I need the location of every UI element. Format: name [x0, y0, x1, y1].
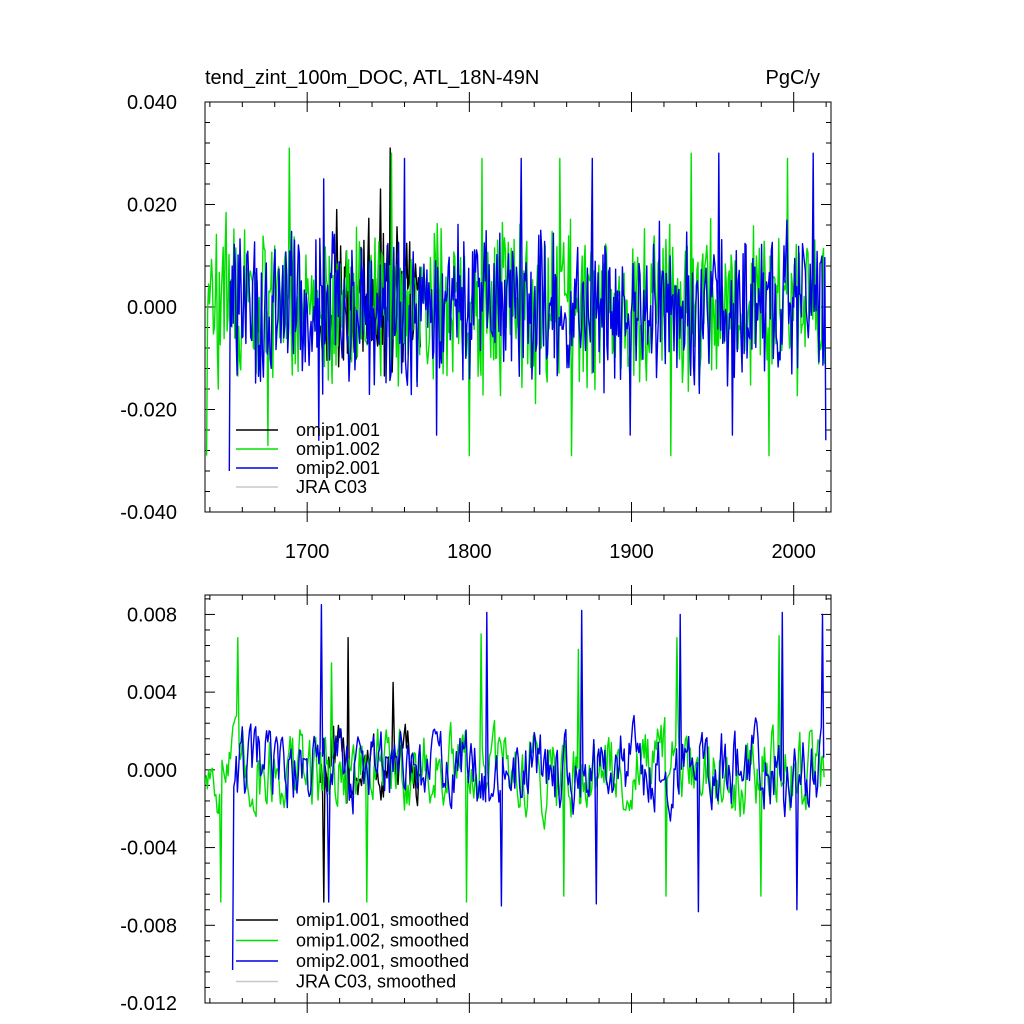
- chart-title: tend_zint_100m_DOC, ATL_18N-49N: [205, 67, 539, 89]
- y-tick-label: 0.008: [127, 604, 177, 626]
- legend-label: JRA C03: [296, 477, 367, 497]
- legend-label: omip1.001: [296, 420, 380, 440]
- y-tick-label: 0.004: [127, 682, 177, 704]
- x-tick-label: 1700: [285, 541, 330, 563]
- x-tick-label: 1900: [609, 541, 654, 563]
- y-tick-label: 0.000: [127, 760, 177, 782]
- x-tick-label: 2000: [771, 541, 816, 563]
- series-line-3: [228, 152, 827, 472]
- legend-label: omip1.002: [296, 439, 380, 459]
- y-tick-label: 0.020: [127, 195, 177, 217]
- units-label: PgC/y: [766, 67, 820, 89]
- series-group: [205, 147, 827, 472]
- y-tick-label: -0.008: [120, 915, 177, 937]
- y-tick-label: -0.020: [120, 400, 177, 422]
- y-tick-label: -0.040: [120, 502, 177, 524]
- legend-label: JRA C03, smoothed: [296, 972, 456, 992]
- legend-label: omip1.001, smoothed: [296, 910, 469, 930]
- series-line-3: [231, 604, 825, 971]
- top-panel: -0.040 -0.020 0.000 0.020 0.040 1700 1800 1900 2…: [120, 92, 832, 563]
- y-tick-label: -0.012: [120, 993, 177, 1015]
- plot-frame: [204, 594, 832, 1004]
- y-tick-label: 0.000: [127, 297, 177, 319]
- x-tick-label: 1800: [447, 541, 492, 563]
- legend-label: omip2.001, smoothed: [296, 951, 469, 971]
- y-tick-label: 0.040: [127, 92, 177, 114]
- legend-label: omip2.001: [296, 458, 380, 478]
- legend-label: omip1.002, smoothed: [296, 931, 469, 951]
- series-group: [205, 604, 825, 971]
- y-tick-label: -0.004: [120, 838, 177, 860]
- bottom-panel: -0.012 -0.008 -0.004 0.000 0.004 0.008 omip1.0…: [120, 585, 832, 1015]
